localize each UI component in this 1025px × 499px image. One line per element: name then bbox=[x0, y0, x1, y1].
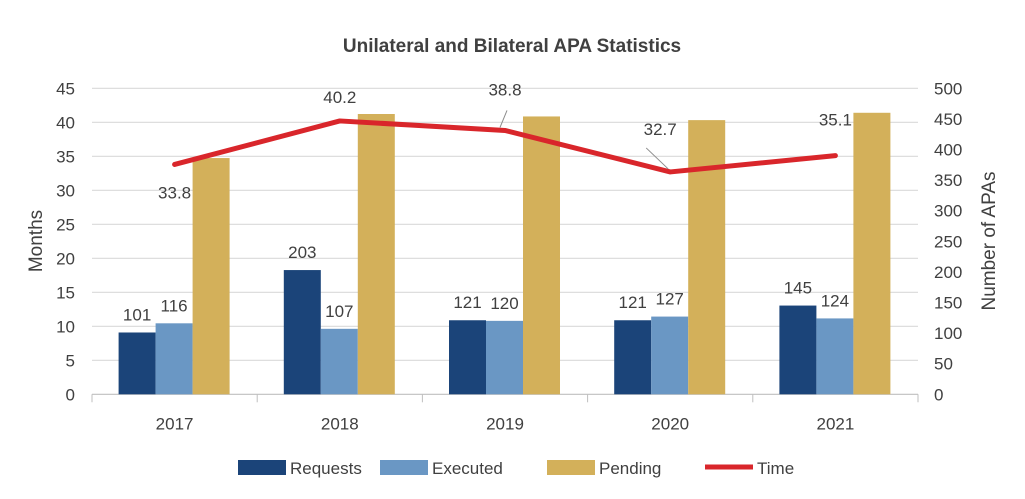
y-left-tick-label: 0 bbox=[66, 385, 75, 404]
x-tick-label: 2017 bbox=[156, 414, 194, 433]
data-label-requests: 145 bbox=[784, 279, 812, 298]
y-right-tick-label: 0 bbox=[934, 385, 943, 404]
y-right-tick-label: 400 bbox=[934, 141, 962, 160]
y-right-tick-label: 200 bbox=[934, 263, 962, 282]
legend-swatch-pending bbox=[547, 460, 595, 475]
bar-requests bbox=[449, 320, 486, 395]
data-label-requests: 121 bbox=[619, 293, 647, 312]
y-left-tick-label: 10 bbox=[56, 317, 75, 336]
bar-requests bbox=[283, 270, 321, 395]
legend-label-pending: Pending bbox=[599, 459, 661, 478]
legend-swatch-executed bbox=[380, 460, 428, 475]
data-label-executed: 124 bbox=[821, 291, 849, 310]
data-label-requests: 101 bbox=[123, 305, 151, 324]
y-axis-left-label: Months bbox=[26, 210, 47, 272]
bar-pending bbox=[853, 112, 891, 395]
y-left-tick-label: 45 bbox=[56, 79, 75, 98]
data-label-executed: 120 bbox=[490, 294, 518, 313]
leader-line bbox=[499, 110, 508, 128]
y-left-tick-label: 5 bbox=[66, 351, 75, 370]
bar-executed bbox=[155, 323, 193, 395]
bar-pending bbox=[357, 114, 395, 395]
data-label-requests: 121 bbox=[453, 293, 481, 312]
y-left-tick-label: 35 bbox=[56, 147, 75, 166]
legend-swatch-requests bbox=[238, 460, 286, 475]
y-axis-right-label: Number of APAs bbox=[979, 171, 1000, 310]
data-label-time: 40.2 bbox=[323, 88, 356, 107]
data-label-executed: 116 bbox=[161, 296, 188, 315]
data-label-time: 38.8 bbox=[488, 80, 521, 99]
legend-label-time: Time bbox=[757, 459, 794, 478]
chart-title: Unilateral and Bilateral APA Statistics bbox=[343, 36, 681, 57]
y-left-tick-label: 30 bbox=[56, 181, 75, 200]
bar-requests bbox=[779, 305, 817, 395]
leader-line bbox=[645, 147, 669, 170]
bar-executed bbox=[486, 320, 523, 395]
bar-executed bbox=[816, 318, 854, 395]
data-label-time: 32.7 bbox=[644, 120, 677, 139]
y-right-tick-label: 300 bbox=[934, 202, 962, 221]
data-label-time: 35.1 bbox=[819, 111, 852, 130]
bar-pending bbox=[523, 116, 560, 395]
y-right-tick-label: 150 bbox=[934, 294, 962, 313]
bar-executed bbox=[320, 328, 358, 395]
legend-label-requests: Requests bbox=[290, 459, 362, 478]
bar-pending bbox=[688, 120, 726, 395]
y-right-tick-label: 350 bbox=[934, 171, 962, 190]
y-left-tick-label: 40 bbox=[56, 113, 75, 132]
x-tick-label: 2021 bbox=[816, 414, 854, 433]
y-right-tick-label: 100 bbox=[934, 324, 962, 343]
y-right-tick-label: 450 bbox=[934, 110, 962, 129]
y-right-tick-label: 250 bbox=[934, 232, 962, 251]
y-right-tick-label: 500 bbox=[934, 79, 962, 98]
x-tick-label: 2018 bbox=[321, 414, 359, 433]
line-time bbox=[172, 118, 838, 175]
y-left-tick-label: 20 bbox=[56, 249, 75, 268]
y-left-tick-label: 25 bbox=[56, 215, 75, 234]
data-label-time: 33.8 bbox=[158, 183, 191, 202]
data-label-requests: 203 bbox=[288, 243, 316, 262]
x-tick-label: 2020 bbox=[651, 414, 689, 433]
data-label-executed: 127 bbox=[656, 290, 684, 309]
legend-label-executed: Executed bbox=[432, 459, 503, 478]
y-right-tick-label: 50 bbox=[934, 355, 953, 374]
bar-requests bbox=[118, 332, 156, 395]
bar-pending bbox=[192, 158, 230, 395]
y-left-tick-label: 15 bbox=[56, 283, 75, 302]
x-tick-label: 2019 bbox=[486, 414, 524, 433]
data-label-executed: 107 bbox=[325, 302, 353, 321]
bar-executed bbox=[651, 316, 689, 395]
bar-requests bbox=[614, 320, 652, 395]
